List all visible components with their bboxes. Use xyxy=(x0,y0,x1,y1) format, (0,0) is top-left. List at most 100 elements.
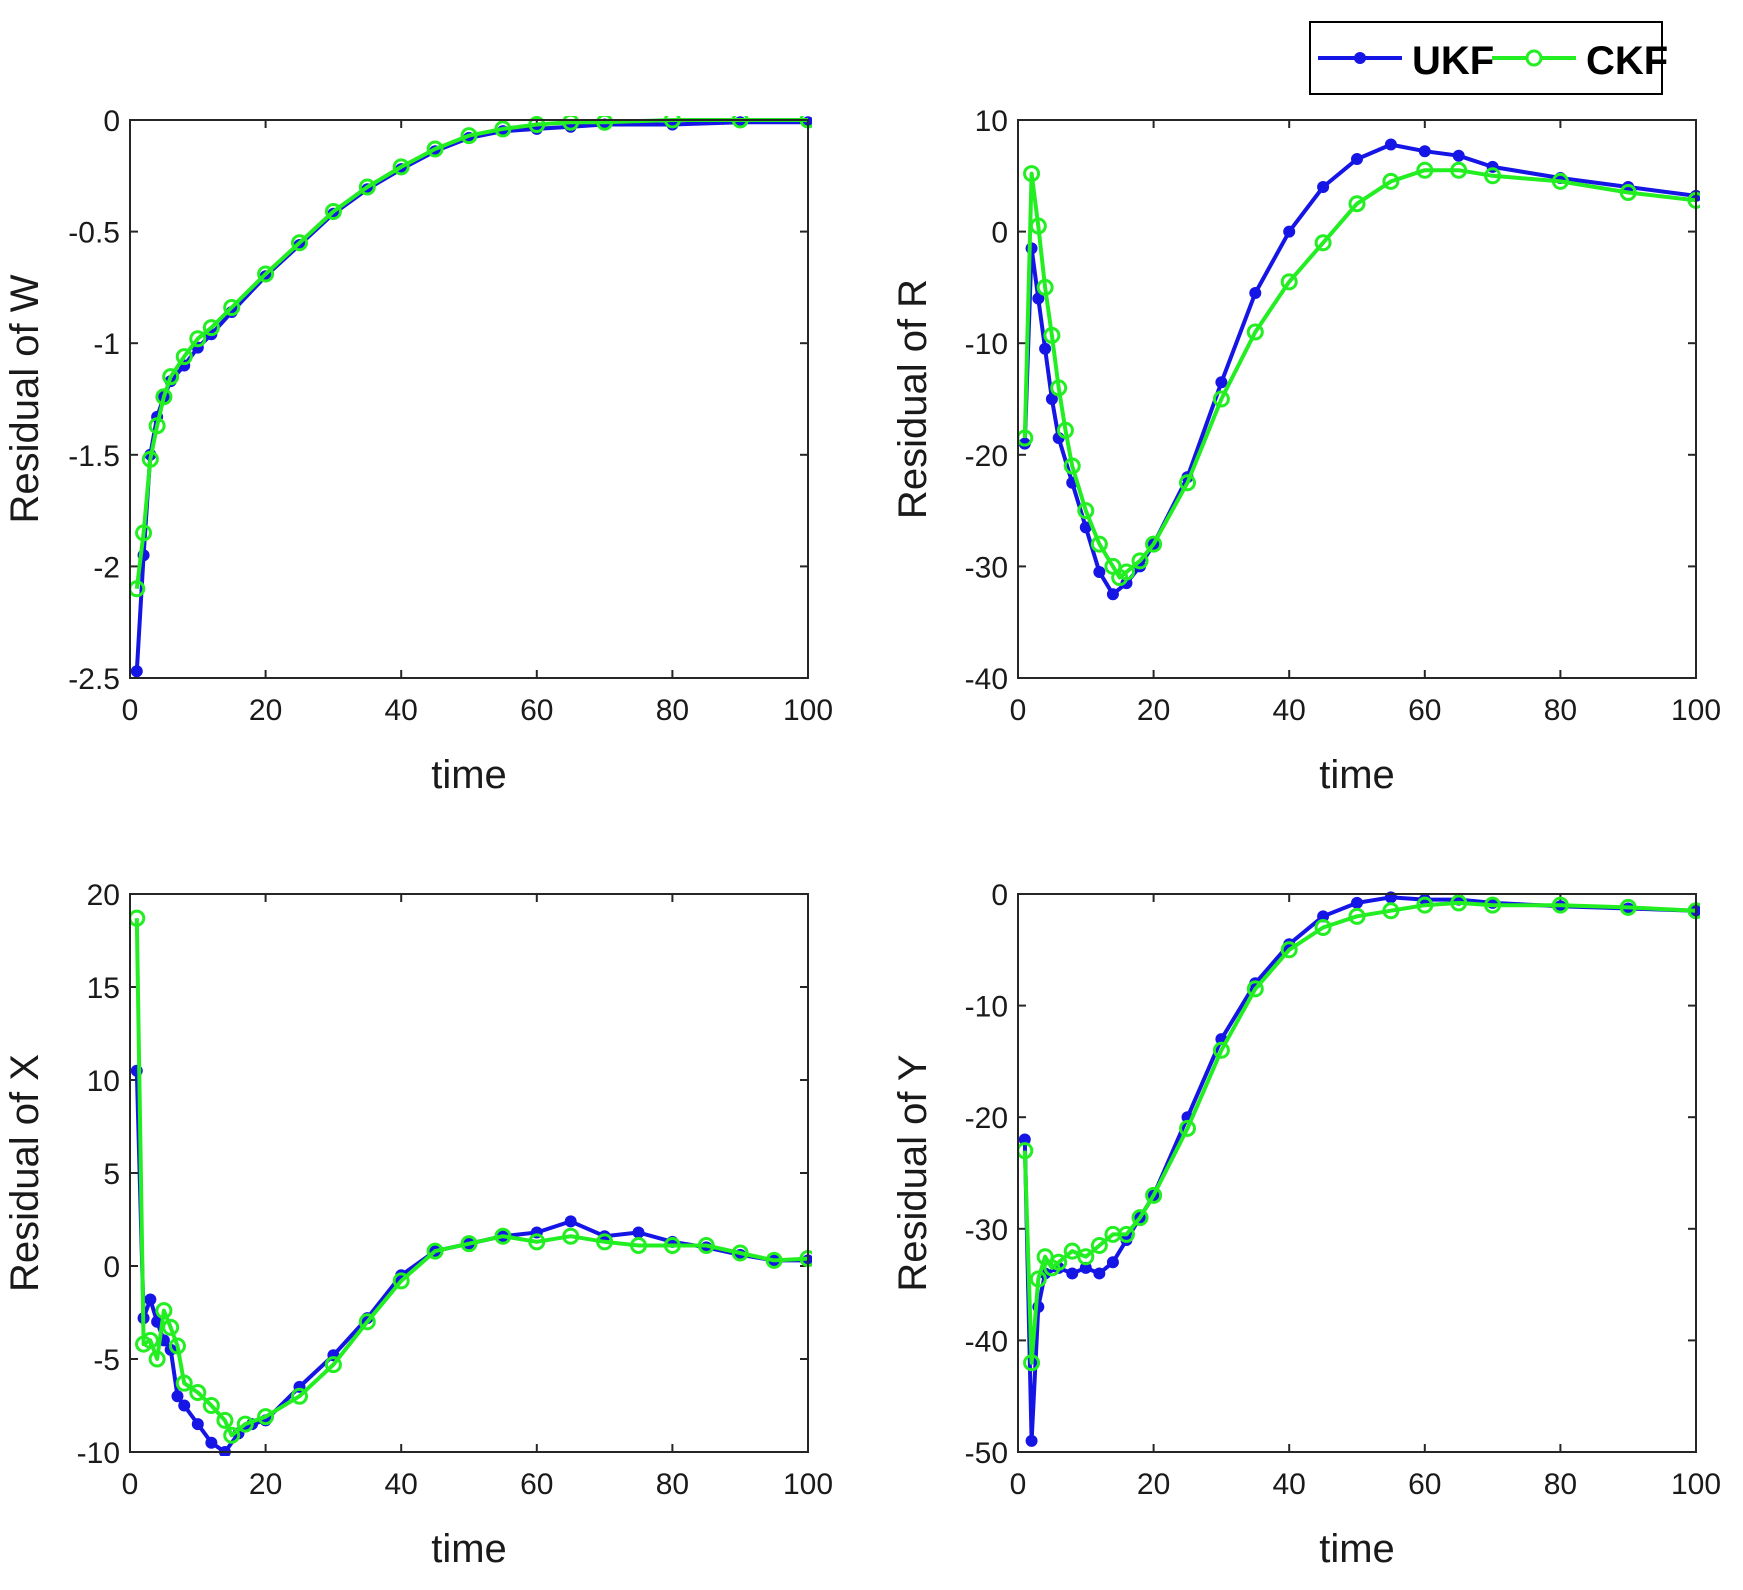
point-ukf xyxy=(1025,1434,1038,1447)
point-ckf xyxy=(162,368,180,386)
point-ukf xyxy=(1351,896,1363,909)
point-ukf xyxy=(564,1215,577,1228)
point-ckf xyxy=(1050,379,1068,397)
point-ckf xyxy=(257,265,275,283)
point-ckf xyxy=(562,116,580,131)
x-tick-label: 0 xyxy=(122,694,139,727)
axes-frame xyxy=(1017,119,1697,679)
point-ckf xyxy=(460,1235,478,1253)
y-tick-label: 10 xyxy=(87,1065,120,1098)
point-ckf xyxy=(1416,161,1434,179)
point-ckf xyxy=(1246,980,1264,998)
x-axis-label: time xyxy=(1319,753,1395,797)
point-ckf xyxy=(257,1408,275,1426)
y-tick-label: -20 xyxy=(965,440,1008,473)
point-ckf xyxy=(1348,195,1366,213)
plot-area-y xyxy=(1018,894,1696,1452)
point-ckf xyxy=(1050,1253,1068,1271)
y-tick-label: 0 xyxy=(103,105,120,138)
point-ckf xyxy=(223,298,241,316)
point-ckf xyxy=(1450,894,1468,912)
x-tick-label: 0 xyxy=(122,1468,139,1501)
point-ckf xyxy=(697,1237,715,1255)
point-ckf xyxy=(663,1237,681,1255)
y-tick-label: 5 xyxy=(103,1158,120,1191)
point-ukf xyxy=(1018,1133,1031,1146)
point-ukf xyxy=(191,1418,204,1431)
point-ckf xyxy=(1179,474,1196,492)
point-ukf xyxy=(1418,145,1431,158)
point-ckf xyxy=(216,1411,234,1429)
point-ukf xyxy=(1045,393,1058,405)
point-ckf xyxy=(392,158,410,176)
point-ckf xyxy=(528,116,546,133)
point-ckf xyxy=(1131,1209,1149,1227)
legend-marker-ukf xyxy=(1354,52,1366,64)
point-ukf xyxy=(1039,342,1052,355)
point-ckf xyxy=(141,450,159,468)
point-ukf xyxy=(1317,180,1330,193)
point-ckf xyxy=(1131,552,1149,570)
legend-entry-ukf: UKF xyxy=(1318,39,1494,83)
point-ckf xyxy=(1212,390,1230,408)
point-ckf xyxy=(460,127,478,145)
y-tick-label: 0 xyxy=(103,1251,120,1284)
point-ckf xyxy=(162,1318,180,1336)
y-tick-label: -20 xyxy=(965,1102,1008,1135)
point-ckf xyxy=(358,1313,376,1331)
point-ckf xyxy=(392,1272,410,1290)
point-ckf xyxy=(630,1237,647,1255)
point-ckf xyxy=(1063,1242,1081,1260)
point-ckf xyxy=(1484,896,1502,914)
line-ckf xyxy=(1022,168,1697,580)
x-tick-label: 60 xyxy=(1408,1468,1441,1501)
point-ckf xyxy=(324,203,342,221)
point-ckf xyxy=(155,1302,173,1320)
point-ckf xyxy=(1416,896,1434,914)
x-tick-label: 40 xyxy=(385,1468,418,1501)
point-ukf xyxy=(632,1226,645,1239)
y-tick-label: 0 xyxy=(991,217,1008,250)
y-axis-label: Residual of Y xyxy=(891,1054,935,1291)
y-axis-label: Residual of X xyxy=(3,1054,47,1292)
y-tick-label: 15 xyxy=(87,972,120,1005)
point-ukf xyxy=(1120,577,1133,590)
plot-area-x xyxy=(130,894,808,1452)
point-ukf xyxy=(1079,521,1092,534)
point-ckf xyxy=(765,1251,783,1269)
x-tick-label: 60 xyxy=(1408,694,1441,727)
point-ckf xyxy=(1145,535,1163,553)
point-ckf xyxy=(1145,1186,1163,1204)
point-ckf xyxy=(130,909,146,927)
point-ckf xyxy=(175,1374,193,1392)
point-ukf xyxy=(1283,225,1296,238)
y-tick-label: -50 xyxy=(965,1437,1008,1470)
point-ckf xyxy=(175,348,193,366)
x-tick-label: 20 xyxy=(1137,694,1170,727)
point-ckf xyxy=(1551,172,1569,190)
legend-entry-ckf: CKF xyxy=(1492,39,1668,83)
point-ukf xyxy=(1032,292,1045,305)
point-ckf xyxy=(1212,1041,1230,1059)
x-tick-label: 20 xyxy=(1137,1468,1170,1501)
point-ckf xyxy=(1029,1270,1047,1288)
x-tick-label: 60 xyxy=(520,1468,553,1501)
point-ckf xyxy=(202,319,220,337)
subplot-residual-y: 0 20 40 60 80 100 0 -10 -20 -30 -40 -50 time Residual… xyxy=(891,879,1721,1571)
point-ckf xyxy=(1382,902,1400,920)
y-tick-label: 10 xyxy=(975,105,1008,138)
point-ckf xyxy=(1023,1354,1041,1372)
y-tick-label: -2.5 xyxy=(68,663,120,696)
point-ckf xyxy=(1314,234,1332,252)
point-ckf xyxy=(168,1337,186,1355)
point-ckf xyxy=(1018,429,1034,447)
x-axis-label: time xyxy=(431,753,507,797)
point-ukf xyxy=(1093,565,1106,578)
y-tick-label: -1.5 xyxy=(68,440,120,473)
axes-frame xyxy=(1017,893,1697,1453)
x-tick-label: 40 xyxy=(385,694,418,727)
point-ckf xyxy=(1619,898,1637,916)
point-ckf xyxy=(135,524,153,542)
point-ckf xyxy=(1063,457,1081,475)
y-tick-label: -40 xyxy=(965,663,1008,696)
